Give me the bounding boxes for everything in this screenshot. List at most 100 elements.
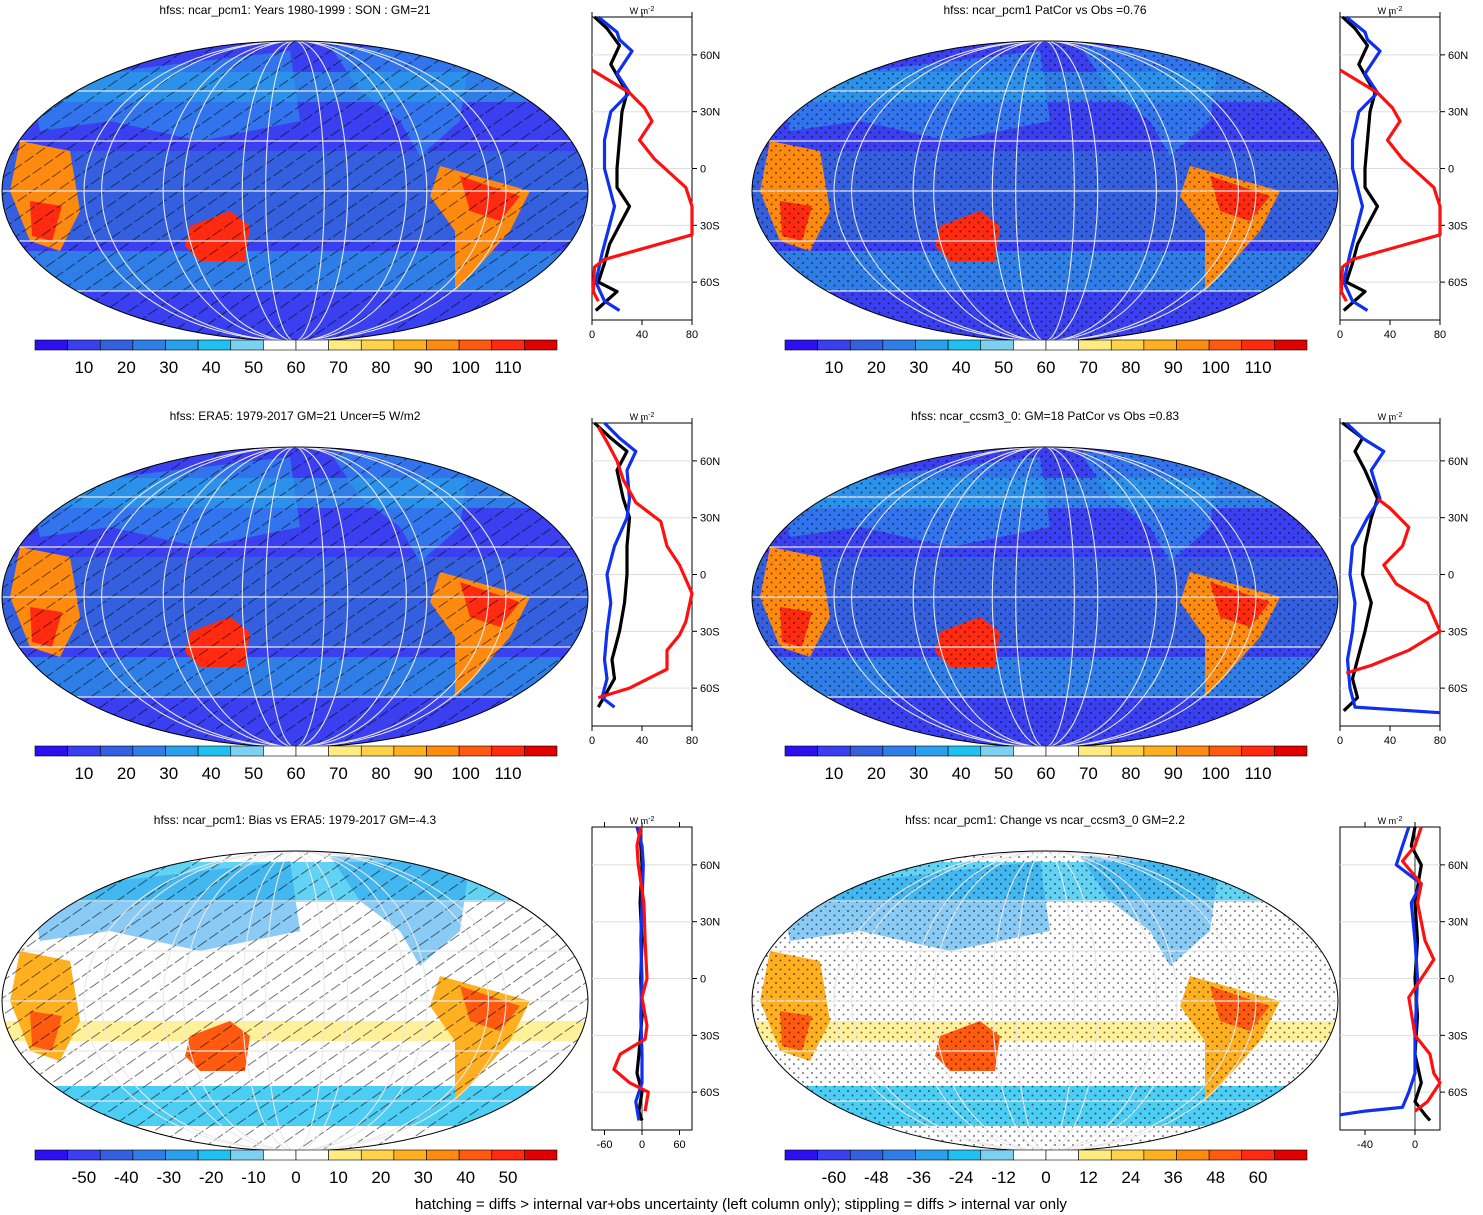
stippling-overlay — [752, 851, 1338, 1151]
colorbar-swatch — [295, 1149, 329, 1161]
colorbar-tick-label: 60 — [1249, 1168, 1268, 1187]
profile-lat-label: 60N — [1448, 50, 1468, 62]
colorbar-swatch — [1241, 339, 1275, 351]
longitude-gridline — [912, 41, 1178, 341]
colorbar-swatch — [915, 339, 949, 351]
map-field — [752, 851, 1338, 1151]
colorbar-swatch — [295, 745, 329, 757]
colorbar-tick-label: 50 — [244, 764, 263, 783]
colorbar-tick-label: 80 — [371, 358, 390, 377]
colorbar-swatch — [1078, 745, 1112, 757]
colorbar-tick-label: 20 — [117, 358, 136, 377]
profile-unit-label: W m-2 — [1378, 816, 1403, 826]
colorbar-swatch — [1208, 339, 1243, 351]
colorbar-swatch — [360, 745, 395, 757]
profile-lat-label: 60S — [700, 1087, 720, 1099]
profile-line-blue — [594, 15, 634, 312]
map-field — [2, 851, 588, 1151]
profile-line-blue — [1339, 826, 1423, 1117]
profile-lat-label: 30S — [1448, 626, 1468, 638]
colorbar-swatch — [230, 1149, 264, 1161]
colorbar-swatch — [784, 339, 818, 351]
colorbar-tick-label: -12 — [991, 1168, 1016, 1187]
colorbar-swatch — [197, 339, 232, 351]
colorbar-tick-label: 50 — [994, 764, 1013, 783]
colorbar-swatch — [1110, 339, 1145, 351]
profile-x-label: 40 — [636, 329, 648, 341]
colorbar-swatch — [165, 745, 199, 757]
colorbar-swatch — [524, 339, 558, 351]
figure-footer-note: hatching = diffs > internal var+obs unce… — [415, 1196, 1067, 1213]
colorbar-swatch — [34, 745, 68, 757]
profile-x-label: 80 — [1434, 329, 1446, 341]
map-field — [752, 447, 1338, 747]
colorbar-swatch — [1078, 339, 1112, 351]
colorbar-tick-label: 40 — [952, 358, 971, 377]
colorbar-tick-label: 24 — [1121, 1168, 1140, 1187]
panel-title: hfss: ncar_pcm1: Years 1980-1999 : SON :… — [159, 3, 430, 17]
profile-lat-label: 30S — [1448, 1030, 1468, 1042]
colorbar-tick-label: 110 — [495, 358, 522, 377]
colorbar-tick-label: 10 — [824, 764, 843, 783]
panel-title: hfss: ERA5: 1979-2017 GM=21 Uncer=5 W/m2 — [170, 409, 421, 423]
colorbar-tick-label: 80 — [1121, 764, 1140, 783]
profile-lat-label: 30N — [1448, 917, 1468, 929]
colorbar-tick-label: 20 — [371, 1168, 390, 1187]
profile-unit-label: W m-2 — [1378, 412, 1403, 422]
colorbar-tick-label: 20 — [117, 764, 136, 783]
colorbar-swatch — [1045, 1149, 1079, 1161]
colorbar-swatch — [524, 1149, 558, 1161]
colorbar-swatch — [263, 745, 297, 757]
colorbar-tick-label: 10 — [329, 1168, 348, 1187]
colorbar-tick-label: 20 — [867, 764, 886, 783]
profile-lat-label: 60N — [700, 456, 720, 468]
colorbar-swatch — [426, 339, 460, 351]
profile-lat-label: 0 — [700, 570, 706, 582]
colorbar-tick-label: 110 — [495, 764, 522, 783]
profile-x-label: -60 — [597, 1139, 613, 1151]
profile-lat-label: 30N — [700, 107, 720, 119]
colorbar-swatch — [1274, 1149, 1308, 1161]
colorbar-swatch — [67, 745, 101, 757]
colorbar-tick-label: 110 — [1245, 764, 1272, 783]
colorbar-tick-label: 40 — [202, 764, 221, 783]
colorbar-tick-label: 110 — [1245, 358, 1272, 377]
hatching-overlay — [2, 447, 588, 747]
profile-x-label: 40 — [636, 735, 648, 747]
colorbar-tick-label: 10 — [74, 764, 93, 783]
colorbar-swatch — [491, 1149, 525, 1161]
colorbar-swatch — [328, 745, 362, 757]
colorbar-tick-label: 10 — [824, 358, 843, 377]
profile-x-label: -40 — [1357, 1139, 1373, 1151]
colorbar-swatch — [849, 745, 884, 757]
profile-line-red — [612, 826, 650, 1112]
colorbar-swatch — [980, 1149, 1014, 1161]
colorbar-tick-label: 36 — [1164, 1168, 1183, 1187]
profile-unit-label: W m-2 — [630, 816, 655, 826]
profile-lat-label: 0 — [1448, 570, 1454, 582]
panel-1: hfss: ncar_pcm1: Years 1980-1999 : SON :… — [1, 3, 720, 377]
colorbar-swatch — [458, 339, 493, 351]
colorbar-tick-label: -30 — [156, 1168, 181, 1187]
colorbar-tick-label: 70 — [1079, 358, 1098, 377]
colorbar-tick-label: 70 — [329, 764, 348, 783]
colorbar-swatch — [230, 339, 264, 351]
longitude-gridline — [1015, 851, 1075, 1151]
colorbar-tick-label: 50 — [499, 1168, 518, 1187]
colorbar-swatch — [1045, 339, 1079, 351]
colorbar-tick-label: 100 — [451, 358, 479, 377]
colorbar-swatch — [980, 745, 1014, 757]
colorbar-swatch — [882, 745, 916, 757]
profile-lat-label: 30N — [700, 513, 720, 525]
colorbar-swatch — [1208, 745, 1243, 757]
colorbar-tick-label: 40 — [456, 1168, 475, 1187]
longitude-gridline — [101, 41, 489, 341]
profile-x-label: 0 — [589, 329, 595, 341]
panel-5: hfss: ncar_pcm1: Bias vs ERA5: 1979-2017… — [1, 813, 720, 1187]
colorbar-swatch — [393, 745, 427, 757]
colorbar-swatch — [263, 1149, 297, 1161]
profile-lat-label: 0 — [700, 974, 706, 986]
colorbar-swatch — [1143, 745, 1177, 757]
panel-title: hfss: ncar_pcm1: Change vs ncar_ccsm3_0 … — [905, 813, 1185, 827]
